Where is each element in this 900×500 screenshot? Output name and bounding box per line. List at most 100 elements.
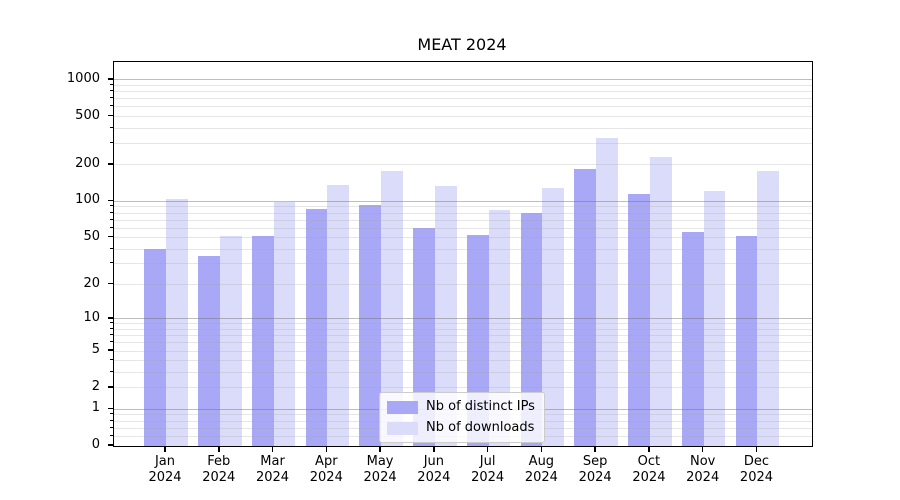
x-tick-label: Feb 2024	[191, 454, 247, 486]
x-tick-month: May	[366, 454, 394, 469]
x-tick-year: 2024	[471, 470, 505, 485]
y-minor-tick-mark	[110, 126, 113, 128]
y-minor-tick-mark	[110, 334, 113, 336]
bar-downloads-dec	[757, 171, 780, 446]
bar-downloads-nov	[703, 190, 726, 446]
bar-downloads-jun	[434, 185, 457, 446]
x-tick-mark	[271, 446, 274, 452]
bar-ips-nov	[681, 231, 704, 446]
y-minor-tick-mark	[110, 419, 113, 421]
y-minor-tick-mark	[110, 371, 113, 373]
x-tick-label: Aug 2024	[513, 454, 569, 486]
bar-ips-mar	[251, 235, 274, 446]
y-tick-label: 500	[75, 107, 100, 123]
x-tick-year: 2024	[524, 470, 558, 485]
bar-downloads-oct	[649, 157, 672, 446]
x-tick-year: 2024	[255, 470, 290, 485]
x-tick-label: Nov 2024	[675, 454, 731, 486]
x-tick-month: Nov	[690, 454, 716, 469]
legend-label-distinct-ips: Nb of distinct IPs	[426, 399, 535, 414]
y-tick-mark	[108, 444, 113, 446]
legend-item-distinct-ips: Nb of distinct IPs	[387, 399, 535, 415]
y-tick-mark	[108, 199, 113, 202]
y-minor-tick-mark	[110, 341, 113, 343]
plot-area: Nb of distinct IPs Nb of downloads	[113, 61, 813, 447]
y-tick-label: 200	[75, 155, 100, 171]
legend-swatch-downloads	[387, 421, 418, 435]
x-tick-year: 2024	[578, 470, 612, 485]
x-tick-label: Jun 2024	[406, 454, 462, 486]
y-minor-tick-mark	[110, 205, 113, 207]
bar-ips-jun	[413, 228, 435, 446]
bar-downloads-feb	[219, 235, 242, 446]
x-tick-mark	[218, 446, 220, 452]
y-minor-tick-mark	[110, 434, 113, 436]
x-tick-mark	[540, 446, 543, 452]
bar-downloads-sep	[596, 138, 618, 446]
bar-ips-feb	[197, 256, 220, 446]
x-tick-month: Jun	[423, 454, 444, 469]
x-tick-mark	[648, 446, 650, 452]
x-tick-month: Oct	[637, 454, 661, 469]
x-tick-month: Sep	[582, 454, 608, 469]
y-minor-tick-mark	[110, 211, 113, 213]
bar-downloads-mar	[273, 202, 296, 446]
bar-ips-sep	[574, 169, 597, 446]
x-tick-mark	[486, 446, 489, 452]
bar-downloads-may	[381, 171, 403, 446]
y-minor-tick-mark	[110, 90, 113, 92]
x-tick-month: Mar	[260, 454, 285, 469]
y-minor-tick-mark	[110, 142, 113, 143]
y-tick-label: 10	[83, 309, 100, 325]
x-tick-month: Jan	[154, 454, 176, 469]
bar-ips-jan	[144, 249, 166, 446]
x-tick-label: Apr 2024	[298, 454, 354, 486]
y-tick-label: 5	[91, 342, 100, 358]
x-tick-month: Aug	[528, 454, 555, 469]
bar-ips-may	[359, 204, 382, 446]
legend: Nb of distinct IPs Nb of downloads	[379, 392, 545, 443]
y-tick-label: 1000	[66, 70, 100, 86]
bar-downloads-jul	[488, 209, 511, 446]
y-minor-tick-mark	[110, 426, 113, 428]
x-tick-mark	[164, 446, 166, 452]
legend-item-downloads: Nb of downloads	[387, 420, 535, 436]
y-minor-tick-mark	[110, 218, 113, 220]
x-tick-year: 2024	[309, 470, 343, 485]
y-tick-mark	[108, 386, 113, 388]
x-tick-mark	[325, 446, 328, 452]
legend-label-downloads: Nb of downloads	[426, 420, 535, 435]
x-tick-mark	[379, 446, 381, 452]
x-tick-year: 2024	[417, 470, 451, 485]
y-tick-mark	[108, 163, 113, 165]
x-tick-month: Jul	[479, 454, 496, 469]
y-tick-mark	[108, 78, 113, 80]
bar-ips-oct	[628, 194, 650, 446]
y-minor-tick-mark	[110, 105, 113, 107]
y-minor-tick-mark	[110, 328, 113, 330]
x-tick-month: Feb	[207, 454, 231, 469]
y-minor-tick-mark	[110, 262, 113, 264]
y-minor-tick-mark	[110, 359, 113, 361]
y-tick-label: 2	[91, 378, 100, 394]
x-tick-label: Jan 2024	[137, 454, 193, 486]
chart-title: MEAT 2024	[417, 35, 507, 54]
x-tick-year: 2024	[363, 470, 397, 485]
y-tick-label: 100	[75, 192, 100, 208]
y-tick-mark	[108, 317, 113, 319]
y-tick-label: 1	[91, 400, 100, 416]
x-tick-mark	[433, 446, 435, 452]
bar-ips-apr	[305, 209, 328, 446]
y-minor-tick-mark	[110, 247, 113, 249]
y-minor-tick-mark	[110, 322, 113, 324]
y-minor-tick-mark	[110, 226, 113, 228]
x-tick-label: Mar 2024	[245, 454, 301, 486]
x-tick-year: 2024	[632, 470, 666, 485]
x-tick-label: May 2024	[352, 454, 408, 486]
legend-swatch-distinct-ips	[387, 400, 418, 414]
x-tick-label: Oct 2024	[621, 454, 677, 486]
y-tick-mark	[108, 114, 113, 117]
x-tick-month: Apr	[315, 454, 338, 469]
x-tick-year: 2024	[739, 470, 774, 485]
